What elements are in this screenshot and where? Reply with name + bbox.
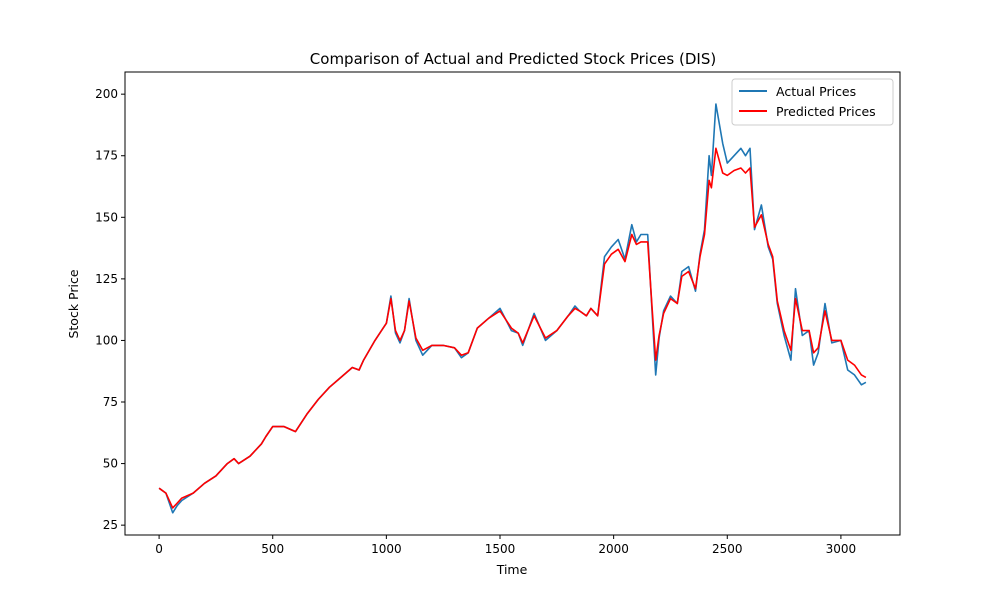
series-layer [158,103,867,514]
y-tick-label: 125 [95,272,118,286]
ticks-layer: 0 500 1000 1500 2000 2500 3000 25 50 75 100 125 150 1… [95,87,856,556]
x-tick-label: 1500 [485,542,516,556]
series-line-predicted [158,147,867,509]
y-tick-label: 100 [95,333,118,347]
legend-label-predicted: Predicted Prices [776,104,876,119]
chart-title: Comparison of Actual and Predicted Stock… [310,50,716,68]
x-tick-label: 3000 [826,542,857,556]
y-axis-label: Stock Price [66,269,81,338]
x-axis-label: Time [496,562,528,577]
x-tick-label: 1000 [371,542,402,556]
y-tick-label: 200 [95,87,118,101]
y-tick-label: 75 [103,395,118,409]
x-tick-label: 2500 [712,542,743,556]
plot-frame [124,71,901,536]
legend-box [731,78,894,126]
x-tick-label: 500 [261,542,284,556]
legend-label-actual: Actual Prices [776,84,856,99]
y-tick-label: 50 [103,457,118,471]
y-tick-label: 175 [95,149,118,163]
legend: Actual Prices Predicted Prices [731,78,894,126]
x-tick-label: 2000 [598,542,629,556]
y-tick-label: 150 [95,210,118,224]
y-tick-label: 25 [103,518,118,532]
x-tick-label: 0 [155,542,163,556]
